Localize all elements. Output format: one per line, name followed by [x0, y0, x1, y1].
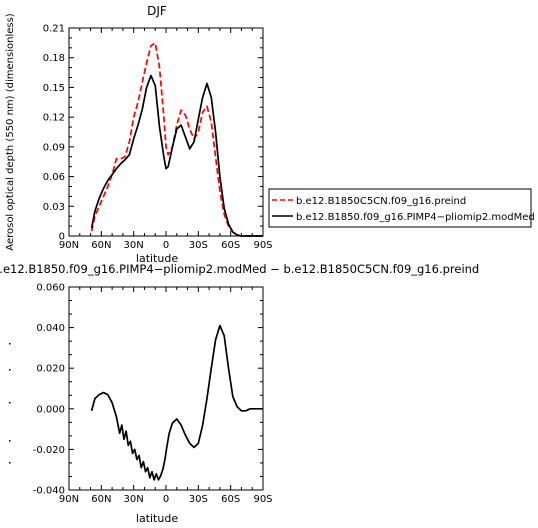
bottom-ytick-label: 0.060: [36, 283, 65, 294]
top-ytick-label: 0: [59, 232, 65, 243]
bottom-xtick-label: 60N: [91, 494, 111, 505]
top-ytick-label: 0.06: [43, 172, 65, 183]
bottom-xtick-label: 60S: [221, 494, 240, 505]
bottom-ytick-label: 0.040: [36, 323, 65, 334]
top-series-line-0: [90, 42, 263, 237]
bottom-ytick-label: 0.020: [36, 364, 65, 375]
top-xtick-label: 0: [163, 240, 169, 251]
top-chart-title: DJF: [147, 4, 167, 18]
top-chart-xlabel: latitude: [136, 252, 178, 265]
legend-box: [268, 188, 532, 228]
top-xtick-label: 30S: [189, 240, 208, 251]
legend: b.e12.B1850C5CN.f09_g16.preind b.e12.B18…: [268, 188, 535, 228]
top-chart-area: 90N 60N 30N 0 30S 60S 90S 0 0.03 0.06 0.09 0.12 0.15…: [43, 24, 273, 252]
bottom-ytick-label: -0.020: [33, 445, 65, 456]
top-xtick-label: 60N: [91, 240, 111, 251]
top-ytick-label: 0.03: [43, 202, 65, 213]
top-ytick-label: 0.21: [43, 24, 65, 35]
bottom-chart: b.e12.B1850.f09_g16.PIMP4−pliomip2.modMe…: [0, 262, 479, 525]
bottom-series-line-0: [90, 324, 263, 481]
top-xtick-label: 90S: [253, 240, 272, 251]
top-xtick-label: 30N: [124, 240, 144, 251]
top-chart-ylabel: Aerosol optical depth (550 nm) (dimensio…: [5, 13, 16, 251]
bottom-chart-title: b.e12.B1850.f09_g16.PIMP4−pliomip2.modMe…: [0, 262, 479, 276]
bottom-xtick-label: 90N: [59, 494, 79, 505]
top-ytick-label: 0.12: [43, 113, 65, 124]
bottom-ytick-label: -0.040: [33, 486, 65, 497]
legend-label-pliomip: b.e12.B1850.f09_g16.PIMP4−pliomip2.modMe…: [296, 212, 535, 223]
top-ytick-label: 0.18: [43, 53, 65, 64]
top-ytick-label: 0.15: [43, 83, 65, 94]
top-ytick-label: 0.09: [43, 142, 65, 153]
bottom-xtick-label: 30S: [189, 494, 208, 505]
legend-label-preind: b.e12.B1850C5CN.f09_g16.preind: [296, 196, 466, 207]
bottom-ytick-label: 0.000: [36, 404, 65, 415]
bottom-ylabel-fragments: [9, 343, 11, 464]
bottom-xtick-label: 90S: [253, 494, 272, 505]
top-series-line-1: [90, 74, 263, 237]
bottom-xtick-label: 30N: [124, 494, 144, 505]
bottom-xtick-label: 0: [163, 494, 169, 505]
top-frame: [68, 27, 264, 237]
top-xtick-label: 90N: [59, 240, 79, 251]
bottom-chart-area: 90N 60N 30N 0 30S 60S 90S -0.040 -0.020 0.000 0.02…: [33, 283, 273, 506]
bottom-frame: [68, 286, 264, 491]
top-chart: DJF 90N 60N 30N 0 30S 60S 90S 0 0.03 0.06 0.09 0.12…: [5, 4, 273, 265]
top-xtick-label: 60S: [221, 240, 240, 251]
bottom-chart-xlabel: latitude: [136, 512, 178, 525]
